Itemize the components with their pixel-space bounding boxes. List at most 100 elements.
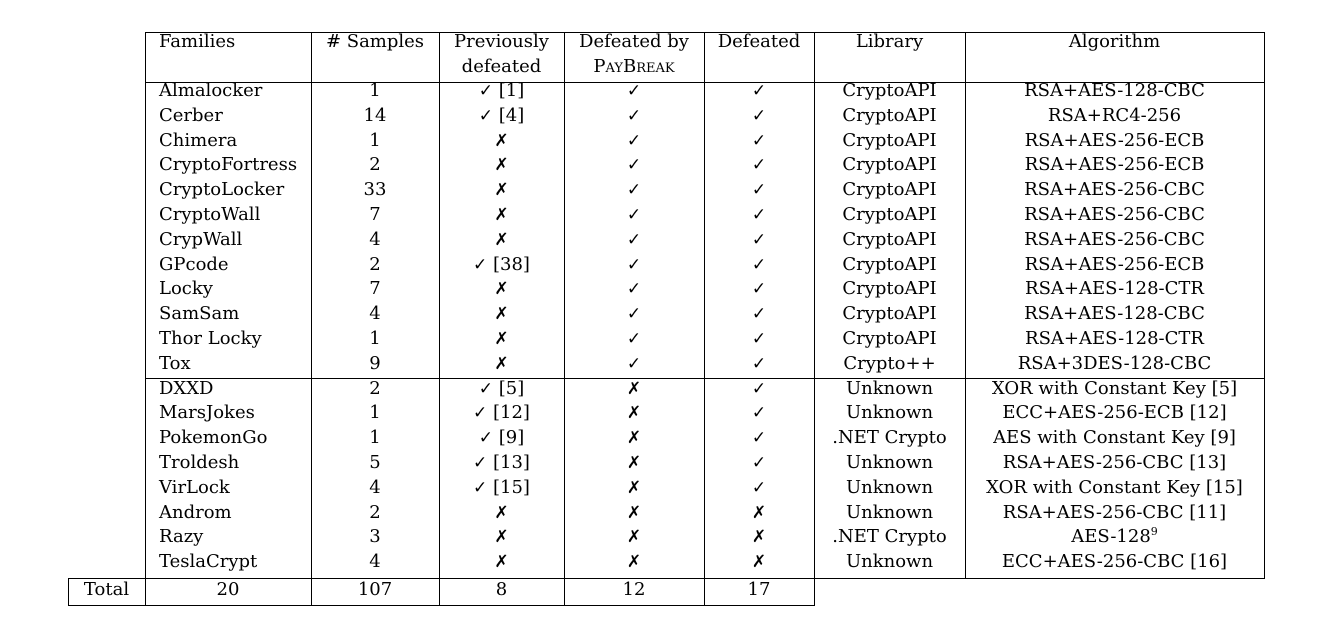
total-samples: 107: [357, 579, 393, 600]
check-icon: ✓: [751, 453, 767, 473]
library-cell: Unknown: [845, 476, 934, 498]
algorithm-cell: RSA+AES-256-CBC: [1024, 179, 1205, 201]
family-cell: Almalocker: [159, 80, 263, 101]
defeated-cell: ✓: [704, 302, 814, 327]
column-rule: [439, 32, 441, 579]
total-paybreak: 12: [622, 579, 646, 600]
cross-icon: ✗: [494, 180, 509, 201]
algorithm-cell: RSA+AES-256-ECB: [1024, 154, 1205, 176]
cross-icon: ✗: [626, 552, 642, 573]
check-icon: ✓: [751, 304, 767, 325]
paybreak-cell: ✓: [564, 129, 704, 154]
check-icon: ✓: [751, 254, 767, 275]
samples-cell: 7: [369, 278, 381, 300]
header-previously-defeated-line2: defeated: [461, 55, 542, 77]
algorithm-cell: RSA+AES-256-CBC: [1024, 204, 1205, 225]
samples-cell: 1: [369, 402, 381, 424]
paybreak-cell: ✓: [564, 203, 704, 228]
column-rule: [564, 32, 566, 579]
previously-defeated-cell: ✗: [439, 550, 564, 575]
cross-icon: ✗: [494, 527, 509, 548]
cross-icon: ✗: [626, 477, 642, 498]
paybreak-cell: ✗: [564, 525, 704, 550]
header-previously-defeated-line1: Previously: [454, 31, 549, 52]
defeated-cell: ✓: [704, 203, 814, 228]
samples-cell: 7: [369, 204, 381, 225]
total-column-rule: [68, 578, 70, 607]
check-icon: ✓: [473, 477, 488, 498]
total-bottom-rule: [68, 605, 814, 607]
total-column-rule: [814, 578, 816, 607]
cross-icon: ✗: [626, 453, 642, 473]
library-cell: CryptoAPI: [842, 129, 937, 151]
total-top-rule: [68, 578, 1264, 580]
paybreak-cell: ✓: [564, 153, 704, 178]
total-defeated: 17: [747, 579, 771, 600]
header-library: Library: [814, 30, 965, 55]
algorithm-cell: RSA+AES-128-CBC: [1024, 80, 1205, 101]
check-icon: ✓: [751, 279, 767, 300]
check-icon: ✓: [751, 81, 767, 101]
library-cell: Unknown: [845, 452, 934, 473]
algorithm-cell: RSA+AES-256-CBC [13]: [1002, 452, 1227, 473]
previously-defeated-cell: ✓ [13]: [473, 452, 530, 473]
library-cell: Unknown: [845, 402, 934, 424]
paybreak-cell: ✗: [564, 401, 704, 426]
defeated-cell: ✗: [704, 501, 814, 526]
cross-icon: ✗: [626, 502, 642, 523]
header-samples-line1: # Samples: [325, 31, 425, 52]
paybreak-cell: ✗: [564, 426, 704, 451]
check-icon: ✓: [626, 254, 642, 275]
previously-defeated-cell: ✗: [439, 153, 564, 178]
algorithm-cell: RSA+RC4-256: [1047, 104, 1182, 126]
check-icon: ✓: [626, 81, 642, 101]
defeated-cell: ✓: [704, 129, 814, 154]
algorithm-cell: RSA+AES-256-ECB: [1024, 129, 1205, 151]
algorithm-cell: RSA+AES-128-CTR: [1025, 278, 1204, 300]
check-icon: ✓: [751, 180, 767, 201]
library-cell: CryptoAPI: [842, 278, 937, 300]
defeated-cell: ✓: [704, 277, 814, 302]
column-rule: [145, 32, 147, 579]
algorithm-cell: RSA+AES-256-CBC: [1024, 228, 1205, 250]
check-icon: ✓: [751, 428, 767, 449]
library-cell: CryptoAPI: [842, 80, 937, 101]
header-defeated-by-paybreak-line2: PayBreak: [593, 55, 675, 77]
family-cell: MarsJokes: [159, 402, 255, 424]
cross-icon: ✗: [494, 130, 509, 151]
samples-cell: 1: [369, 80, 381, 101]
samples-cell: 4: [369, 476, 381, 498]
column-rule: [814, 32, 816, 579]
previously-defeated-cell: ✗: [439, 178, 564, 203]
family-cell: CryptoLocker: [159, 179, 285, 201]
check-icon: ✓: [626, 205, 642, 225]
header-defeated-line1: Defeated: [717, 31, 801, 52]
library-cell: CryptoAPI: [842, 179, 937, 201]
check-icon: ✓: [751, 205, 767, 225]
header-defeated-by-paybreak-line1: Defeated by: [579, 31, 689, 52]
cross-icon: ✗: [494, 502, 509, 523]
family-cell: CrypWall: [159, 228, 243, 250]
cross-icon: ✗: [494, 279, 509, 300]
family-cell: Chimera: [159, 129, 238, 151]
family-cell: Troldesh: [159, 452, 240, 473]
samples-cell: 1: [369, 328, 381, 349]
family-cell: TeslaCrypt: [159, 551, 258, 573]
header-library-line1: Library: [855, 31, 924, 52]
cross-icon: ✗: [751, 552, 767, 573]
paybreak-cell: ✓: [564, 178, 704, 203]
check-icon: ✓: [751, 130, 767, 151]
previously-defeated-cell: ✗: [439, 352, 564, 377]
library-cell: CryptoAPI: [842, 154, 937, 176]
samples-cell: 2: [369, 501, 381, 523]
header-samples: # Samples: [311, 30, 439, 55]
library-cell: Unknown: [845, 377, 934, 399]
defeated-cell: ✓: [704, 104, 814, 129]
cross-icon: ✗: [494, 552, 509, 573]
check-icon: ✓: [473, 453, 488, 473]
paybreak-cell: ✗: [564, 377, 704, 402]
check-icon: ✓: [473, 254, 488, 275]
check-icon: ✓: [478, 378, 494, 399]
previously-defeated-cell: ✗: [439, 302, 564, 327]
samples-cell: 1: [369, 129, 381, 151]
